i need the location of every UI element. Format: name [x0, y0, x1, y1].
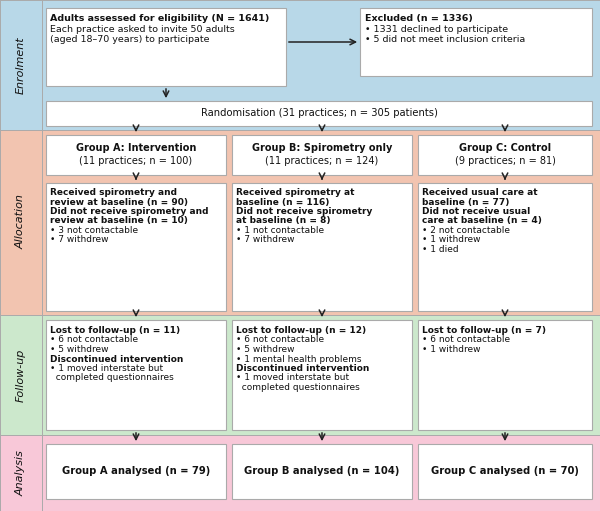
Text: (11 practices; n = 124): (11 practices; n = 124) [265, 156, 379, 166]
Text: • 1 withdrew: • 1 withdrew [422, 236, 481, 244]
Text: • 5 withdrew: • 5 withdrew [50, 345, 109, 354]
Text: Group A analysed (n = 79): Group A analysed (n = 79) [62, 467, 210, 476]
Text: • 7 withdrew: • 7 withdrew [236, 236, 295, 244]
Text: baseline (n = 116): baseline (n = 116) [236, 197, 329, 206]
Text: • 6 not contactable: • 6 not contactable [50, 336, 138, 344]
Text: • 6 not contactable: • 6 not contactable [422, 336, 510, 344]
Text: Allocation: Allocation [16, 195, 26, 249]
Text: Did not receive spirometry: Did not receive spirometry [236, 207, 373, 216]
Text: Randomisation (31 practices; n = 305 patients): Randomisation (31 practices; n = 305 pat… [200, 108, 437, 119]
Text: completed questionnaires: completed questionnaires [50, 374, 174, 383]
Text: Lost to follow-up (n = 7): Lost to follow-up (n = 7) [422, 326, 546, 335]
Text: Each practice asked to invite 50 adults: Each practice asked to invite 50 adults [50, 25, 235, 34]
Text: review at baseline (n = 90): review at baseline (n = 90) [50, 197, 188, 206]
FancyBboxPatch shape [46, 444, 226, 499]
Text: Excluded (n = 1336): Excluded (n = 1336) [365, 14, 473, 23]
Text: Received usual care at: Received usual care at [422, 188, 538, 197]
Text: Group C: Control: Group C: Control [459, 143, 551, 153]
Text: Did not receive usual: Did not receive usual [422, 207, 530, 216]
Text: Adults assessed for eligibility (N = 1641): Adults assessed for eligibility (N = 164… [50, 14, 269, 23]
Text: completed questionnaires: completed questionnaires [236, 383, 360, 392]
FancyBboxPatch shape [360, 8, 592, 76]
Text: Received spirometry at: Received spirometry at [236, 188, 355, 197]
Text: • 1 not contactable: • 1 not contactable [236, 226, 324, 235]
Text: • 1 died: • 1 died [422, 245, 458, 254]
FancyBboxPatch shape [232, 444, 412, 499]
Text: • 5 did not meet inclusion criteria: • 5 did not meet inclusion criteria [365, 35, 525, 44]
Text: Group B analysed (n = 104): Group B analysed (n = 104) [244, 467, 400, 476]
FancyBboxPatch shape [418, 444, 592, 499]
Text: • 7 withdrew: • 7 withdrew [50, 236, 109, 244]
Text: • 1 withdrew: • 1 withdrew [422, 345, 481, 354]
FancyBboxPatch shape [46, 320, 226, 430]
Text: Received spirometry and: Received spirometry and [50, 188, 177, 197]
Text: (11 practices; n = 100): (11 practices; n = 100) [79, 156, 193, 166]
Text: • 1 moved interstate but: • 1 moved interstate but [236, 374, 349, 383]
Text: • 1 moved interstate but: • 1 moved interstate but [50, 364, 163, 373]
Text: (aged 18–70 years) to participate: (aged 18–70 years) to participate [50, 35, 209, 44]
Text: Follow-up: Follow-up [16, 349, 26, 402]
FancyBboxPatch shape [0, 130, 600, 315]
FancyBboxPatch shape [0, 0, 600, 130]
FancyBboxPatch shape [232, 135, 412, 175]
Text: • 3 not contactable: • 3 not contactable [50, 226, 138, 235]
Text: care at baseline (n = 4): care at baseline (n = 4) [422, 217, 542, 225]
Text: (9 practices; n = 81): (9 practices; n = 81) [455, 156, 556, 166]
FancyBboxPatch shape [46, 101, 592, 126]
Text: • 1 mental health problems: • 1 mental health problems [236, 355, 361, 363]
Text: • 1331 declined to participate: • 1331 declined to participate [365, 25, 508, 34]
Text: Group A: Intervention: Group A: Intervention [76, 143, 196, 153]
FancyBboxPatch shape [232, 183, 412, 311]
Text: Lost to follow-up (n = 11): Lost to follow-up (n = 11) [50, 326, 180, 335]
FancyBboxPatch shape [232, 320, 412, 430]
Text: • 2 not contactable: • 2 not contactable [422, 226, 510, 235]
FancyBboxPatch shape [418, 183, 592, 311]
FancyBboxPatch shape [46, 135, 226, 175]
FancyBboxPatch shape [418, 320, 592, 430]
Text: Enrolment: Enrolment [16, 36, 26, 94]
Text: Discontinued intervention: Discontinued intervention [50, 355, 184, 363]
Text: Did not receive spirometry and: Did not receive spirometry and [50, 207, 209, 216]
Text: Lost to follow-up (n = 12): Lost to follow-up (n = 12) [236, 326, 366, 335]
Text: baseline (n = 77): baseline (n = 77) [422, 197, 509, 206]
Text: • 5 withdrew: • 5 withdrew [236, 345, 295, 354]
Text: Group B: Spirometry only: Group B: Spirometry only [252, 143, 392, 153]
Text: Group C analysed (n = 70): Group C analysed (n = 70) [431, 467, 579, 476]
Text: review at baseline (n = 10): review at baseline (n = 10) [50, 217, 188, 225]
FancyBboxPatch shape [418, 135, 592, 175]
Text: Discontinued intervention: Discontinued intervention [236, 364, 370, 373]
FancyBboxPatch shape [46, 183, 226, 311]
Text: at baseline (n = 8): at baseline (n = 8) [236, 217, 331, 225]
FancyBboxPatch shape [0, 315, 600, 435]
Text: Analysis: Analysis [16, 450, 26, 496]
FancyBboxPatch shape [46, 8, 286, 86]
Text: • 6 not contactable: • 6 not contactable [236, 336, 324, 344]
FancyBboxPatch shape [0, 435, 600, 511]
